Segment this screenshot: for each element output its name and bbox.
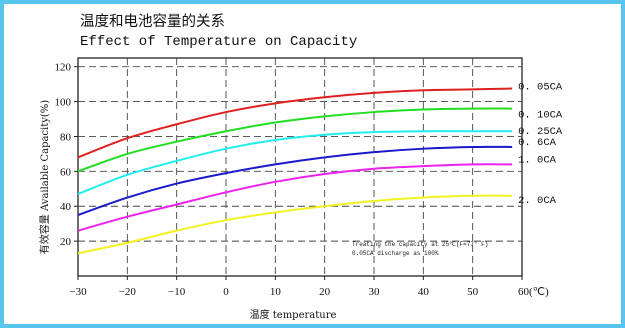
series-line-0.25CA bbox=[77, 130, 513, 195]
series-line-0.6CA bbox=[77, 145, 513, 216]
series-label-0.6CA: 0. 6CA bbox=[518, 137, 557, 149]
x-tick-label: 20 bbox=[319, 286, 331, 298]
y-tick-label: 60 bbox=[60, 166, 72, 178]
y-tick-label: 20 bbox=[60, 236, 72, 248]
x-tick-label: 10 bbox=[270, 286, 282, 298]
series-line-0.10CA bbox=[77, 107, 513, 173]
plot-area bbox=[77, 57, 523, 277]
series-line-2.0CA bbox=[77, 194, 513, 255]
series-line-1.0CA bbox=[77, 163, 513, 232]
y-tick-label: 40 bbox=[60, 201, 72, 213]
annotation-line: 0.05CA discharge as 100% bbox=[352, 250, 439, 257]
chart-subtitle: Effect of Temperature on Capacity bbox=[80, 34, 358, 50]
x-tick-label: −20 bbox=[119, 286, 137, 298]
chart-title: 温度和电池容量的关系 bbox=[80, 14, 225, 30]
series-label-0.25CA: 0. 25CA bbox=[518, 126, 563, 138]
series-label-0.10CA: 0. 10CA bbox=[518, 110, 563, 122]
x-tick-label: 60(℃) bbox=[518, 286, 549, 298]
x-tick-label: −10 bbox=[168, 286, 186, 298]
x-tick-label: 0 bbox=[223, 286, 229, 298]
series-label-2.0CA: 2. 0CA bbox=[518, 195, 557, 207]
x-tick-label: 30 bbox=[369, 286, 381, 298]
x-tick-label: 40 bbox=[418, 286, 430, 298]
x-axis-label: 温度 temperature bbox=[250, 308, 337, 321]
annotation-line: Treating the capacity at 25℃(F=77° F) bbox=[352, 241, 488, 248]
y-axis-label: 有效容量 Available Capacity(%) bbox=[38, 100, 51, 255]
x-tick-label: −30 bbox=[69, 286, 87, 298]
series-label-1.0CA: 1. 0CA bbox=[518, 154, 557, 166]
y-tick-label: 80 bbox=[60, 131, 72, 143]
series-label-0.05CA: 0. 05CA bbox=[518, 82, 563, 94]
y-tick-label: 100 bbox=[55, 97, 72, 109]
series-line-0.05CA bbox=[77, 87, 513, 159]
y-tick-label: 120 bbox=[55, 62, 72, 74]
x-tick-label: 50 bbox=[467, 286, 479, 298]
